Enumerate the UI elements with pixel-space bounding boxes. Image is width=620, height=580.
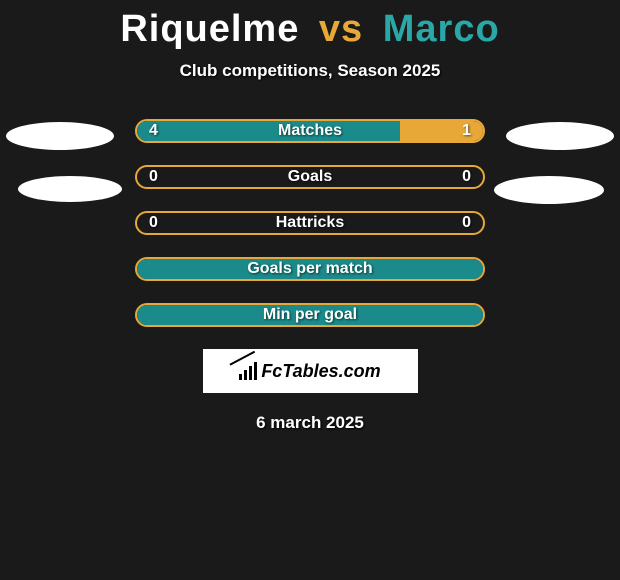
fctables-logo: FcTables.com [239,361,380,382]
stat-label: Min per goal [137,305,483,325]
date-text: 6 march 2025 [0,413,620,433]
subtitle: Club competitions, Season 2025 [0,61,620,81]
stats-bars: Matches41Goals00Hattricks00Goals per mat… [0,119,620,327]
logo-label: FcTables.com [261,361,380,382]
stat-value-left: 0 [149,167,158,187]
decorative-ellipse [494,176,604,204]
stat-row: Min per goal [135,303,485,327]
stat-value-right: 1 [462,121,471,141]
stat-row: Goals0 0 [135,165,485,189]
chart-icon [239,362,257,380]
stat-row: Goals per match [135,257,485,281]
decorative-ellipse [18,176,122,202]
decorative-ellipse [6,122,114,150]
decorative-ellipse [506,122,614,150]
stat-label: Goals per match [137,259,483,279]
stat-label: Goals [137,167,483,187]
stat-label: Matches [137,121,483,141]
stat-value-left: 0 [149,213,158,233]
player2-name: Marco [383,8,500,50]
logo-box: FcTables.com [203,349,418,393]
comparison-title: Riquelme vs Marco [0,0,620,51]
stat-row: Hattricks0 0 [135,211,485,235]
stat-value-right: 0 [462,167,471,187]
player1-name: Riquelme [120,8,299,50]
stat-value-right: 0 [462,213,471,233]
stat-row: Matches4 1 [135,119,485,143]
stat-label: Hattricks [137,213,483,233]
vs-text: vs [319,8,363,50]
stat-value-left: 4 [149,121,158,141]
